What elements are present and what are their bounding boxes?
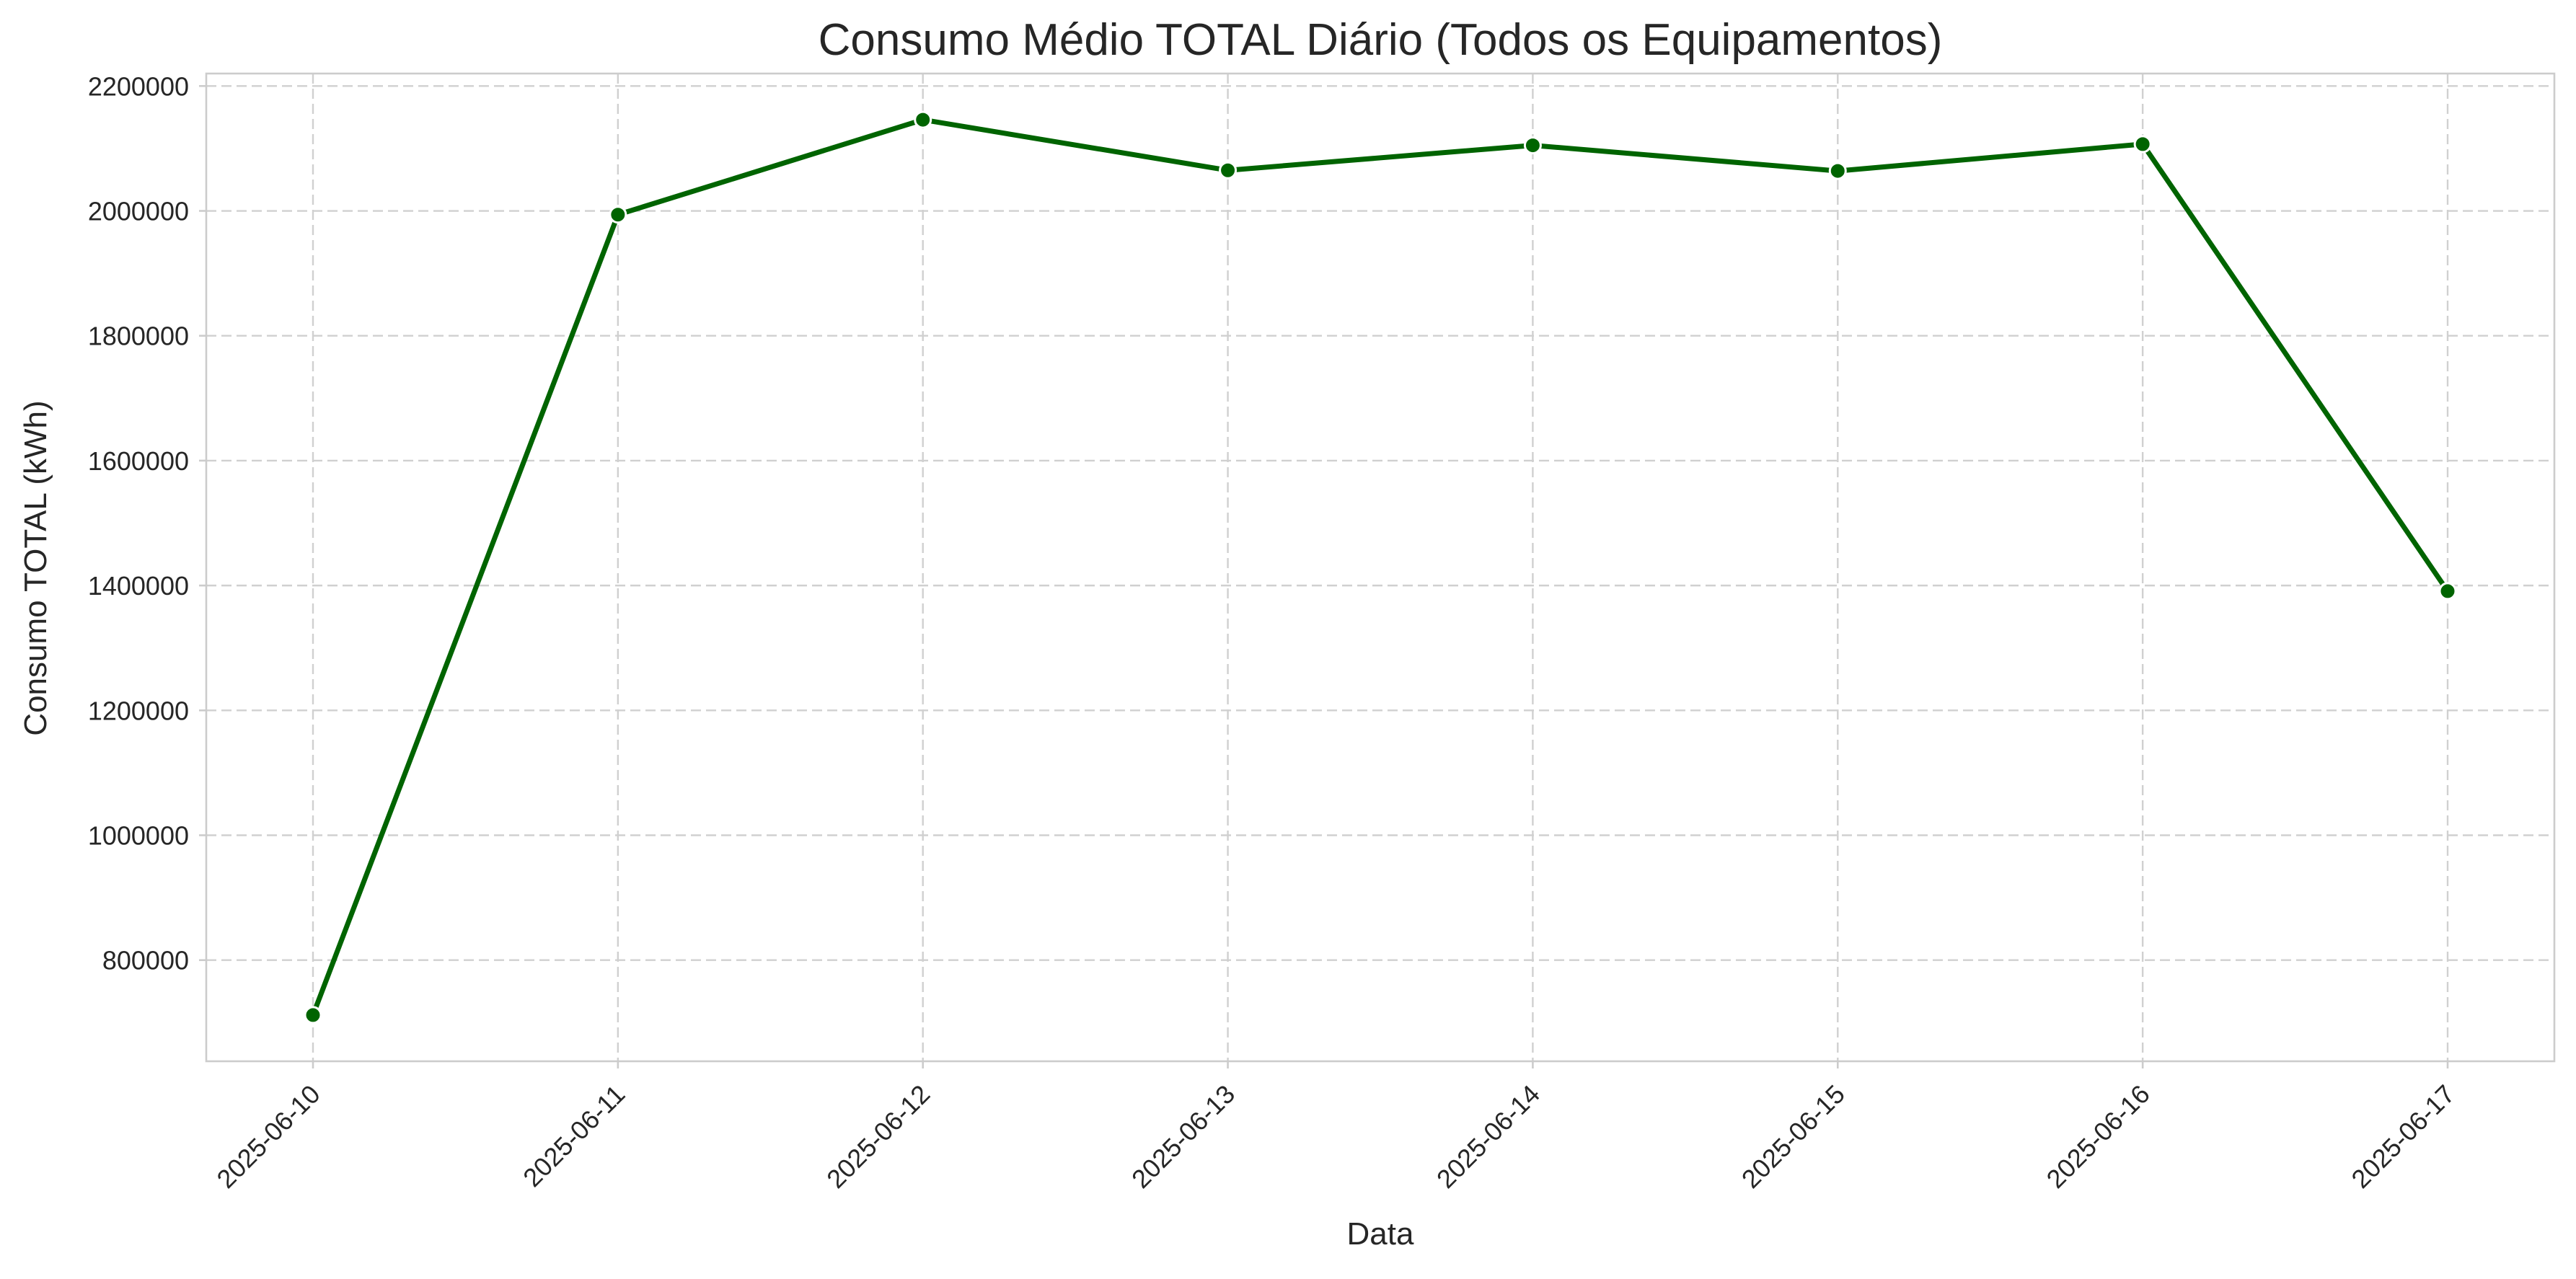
plot-frame [205,72,2556,1063]
data-point-marker [304,1006,322,1024]
y-tick-label: 2200000 [88,71,189,101]
data-point-marker [2133,135,2152,154]
data-point-marker [1828,161,1847,180]
data-point-marker [609,205,627,224]
y-tick-label: 800000 [102,946,189,975]
series-line [310,117,2451,1018]
grid-lines [206,74,2554,1061]
y-tick-label: 1400000 [88,571,189,601]
y-tick-label: 1200000 [88,696,189,725]
data-series [304,110,2457,1024]
x-axis-label: Data [1347,1216,1414,1252]
y-axis-label: Consumo TOTAL (kWh) [18,400,53,735]
y-tick-label: 1800000 [88,322,189,351]
data-point-marker [1523,136,1542,155]
y-tick-label: 2000000 [88,197,189,226]
y-tick-label: 1000000 [88,821,189,851]
data-point-marker [2438,582,2457,601]
data-point-marker [914,110,932,129]
chart-title: Consumo Médio TOTAL Diário (Todos os Equ… [819,15,1943,65]
y-tick-label: 1600000 [88,446,189,476]
data-point-marker [1219,161,1238,180]
